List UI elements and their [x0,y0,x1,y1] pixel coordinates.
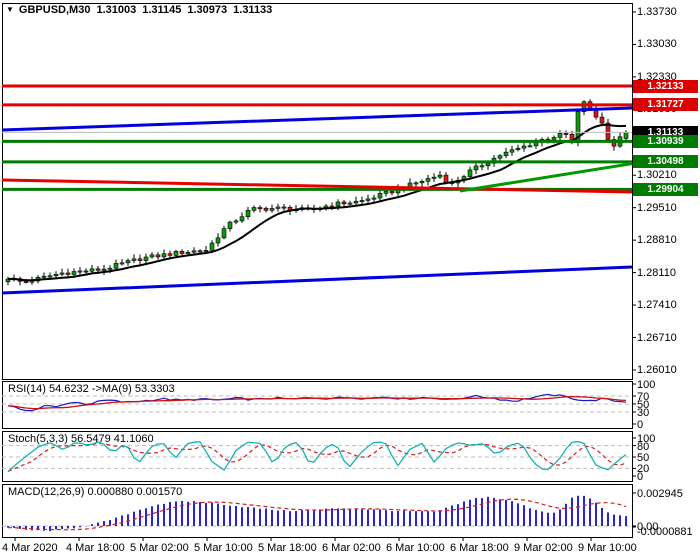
price-tick-label: 1.27410 [637,299,677,311]
time-label: 5 Mar 10:00 [194,542,253,554]
price-badge-support: 1.29904 [633,183,698,196]
price-tick-label: 1.33730 [637,6,677,18]
lower-blue-channel [1,265,633,295]
quote-high: 1.31145 [142,4,182,16]
rsi-line [7,393,627,412]
price-tick-label: 1.30210 [637,169,677,181]
rsi-ma-line [7,395,627,410]
stoch-k-line [7,440,627,472]
rsi-scale-label: 0 [637,419,644,431]
macd-signal-line [7,498,627,531]
price-tick-label: 1.33030 [637,38,677,50]
rsi-scale-label: 70 [637,391,650,403]
time-label: 6 Mar 10:00 [386,542,445,554]
quote-close: 1.31133 [233,4,273,16]
macd-scale-label: 0.002945 [637,488,683,500]
rsi-scale-label: 50 [637,399,650,411]
price-panel-frame [2,3,633,380]
quote-low: 1.30973 [187,4,228,16]
price-badge-support: 1.30939 [633,135,698,148]
time-label: 9 Mar 10:00 [578,542,637,554]
price-tick-label: 1.26710 [637,332,677,344]
rsi-scale-label: 30 [637,407,650,419]
stoch-scale-label: 0 [637,471,644,483]
price-moving-average-line [7,123,627,282]
time-label: 6 Mar 18:00 [450,542,509,554]
stoch-scale-label: 100 [637,433,656,445]
price-tick-label: 1.28110 [637,267,676,279]
price-badge-resistance: 1.32133 [633,80,698,93]
price-badge-support: 1.30498 [633,155,698,168]
macd-scale-label: -0.0000881 [637,526,693,538]
stoch-scale-label: 50 [637,452,650,464]
red-trendline [1,178,633,194]
time-label: 4 Mar 18:00 [66,542,125,554]
time-label: 9 Mar 02:00 [514,542,573,554]
macd-scale-label: 0.00 [637,521,659,533]
quote-open: 1.31003 [96,4,137,16]
stoch-scale-label: 20 [637,463,650,475]
price-tick-label: 1.26010 [637,364,677,376]
macd-indicator-label: MACD(12,26,9) 0.000880 0.001570 [8,486,183,498]
time-label: 5 Mar 02:00 [130,542,189,554]
time-label: 4 Mar 2020 [2,542,58,554]
stoch-scale-label: 80 [637,441,650,453]
stochastic-indicator-label: Stoch(5,3,3) 56.5479 41.1060 [8,433,154,445]
rsi-scale-label: 100 [637,379,656,391]
price-tick-label: 1.29510 [637,202,677,214]
symbol-timeframe: GBPUSD,M30 [18,4,91,16]
price-tick-label: 1.28810 [637,234,677,246]
rsi-indicator-label: RSI(14) 54.6232 ->MA(9) 53.3303 [8,383,175,395]
rsi-panel-frame [2,381,633,429]
time-label: 6 Mar 02:00 [322,542,381,554]
quote-line: ▼ GBPUSD,M30 1.31003 1.31145 1.30973 1.31133 [6,4,278,16]
symbol-dropdown-icon[interactable]: ▼ [6,5,14,14]
macd-histogram [7,495,627,532]
green-trendline [459,162,633,193]
time-label: 5 Mar 18:00 [258,542,317,554]
upper-blue-channel [1,106,633,132]
price-badge-resistance: 1.31727 [633,98,698,111]
macd-panel-frame [2,484,633,538]
